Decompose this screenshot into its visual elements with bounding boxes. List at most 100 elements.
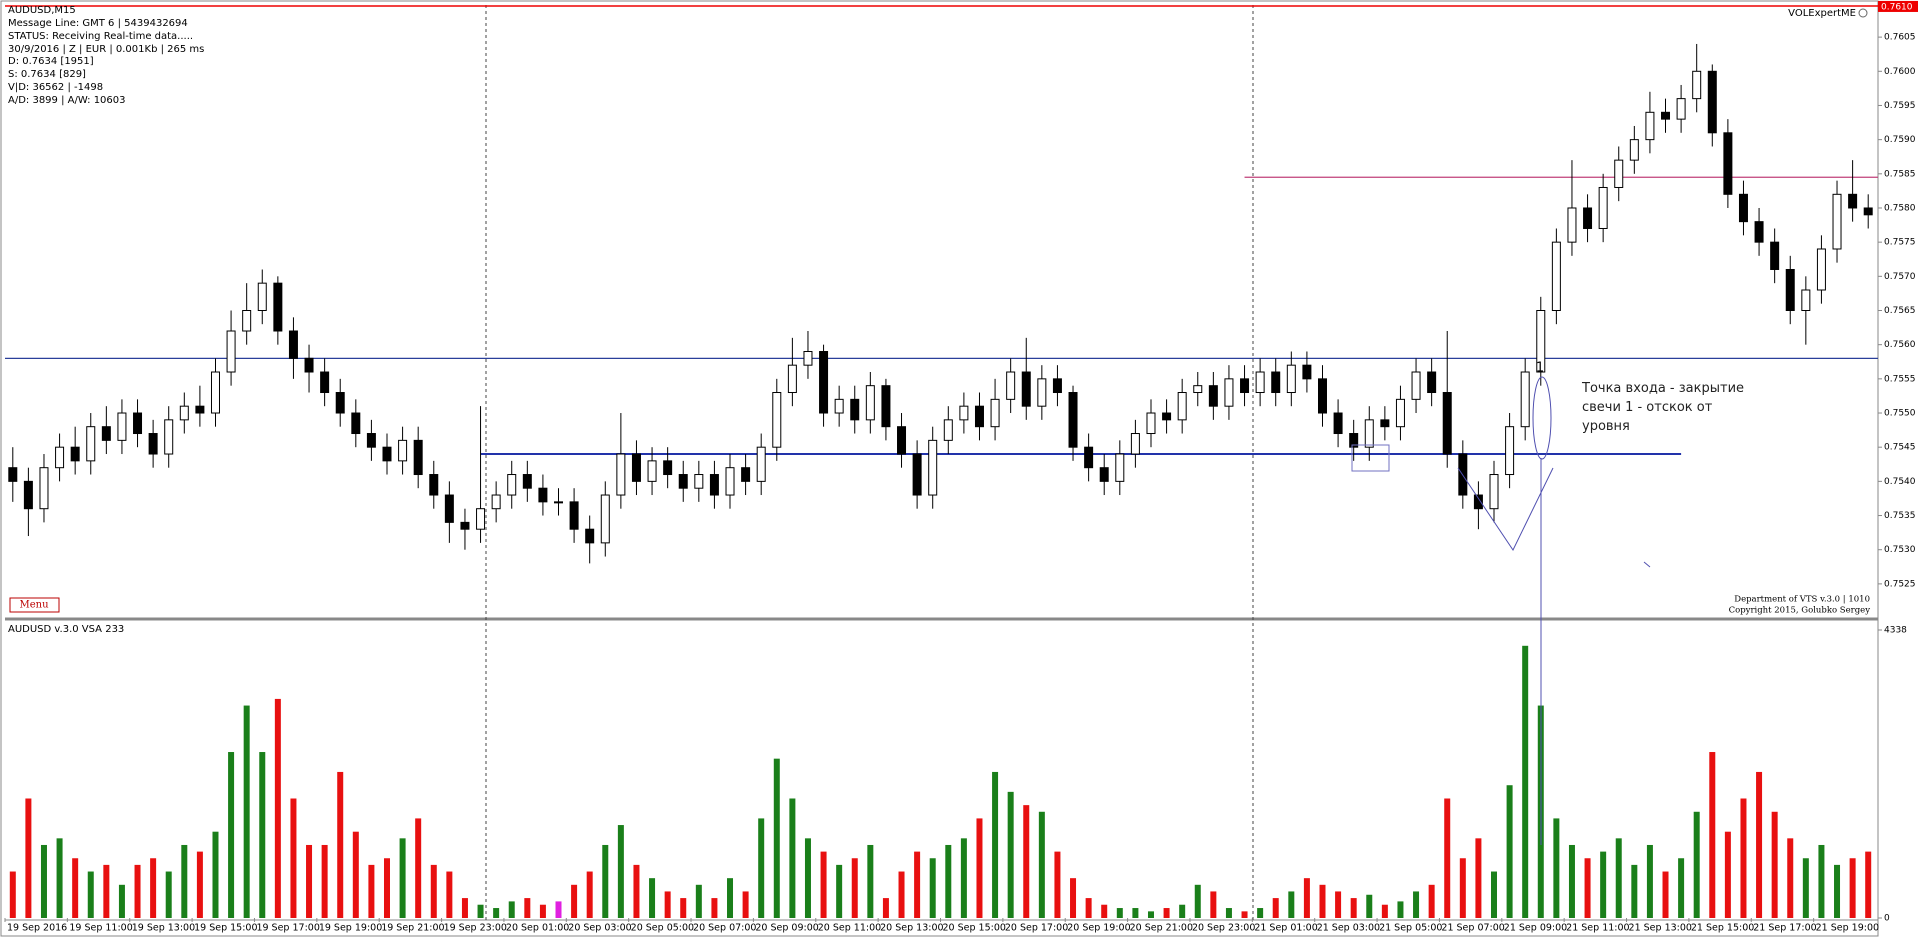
x-tick-label: 21 Sep 05:00 bbox=[1379, 923, 1442, 934]
info-line: Message Line: GMT 6 | 5439432694 bbox=[8, 18, 188, 29]
candle-body bbox=[1099, 467, 1109, 482]
volume-bar bbox=[493, 908, 500, 918]
candle-body bbox=[1380, 419, 1390, 428]
candle-body bbox=[444, 494, 454, 523]
volume-bar bbox=[758, 818, 765, 918]
volume-bar bbox=[150, 858, 157, 918]
x-tick-label: 21 Sep 09:00 bbox=[1504, 923, 1567, 934]
volume-bar bbox=[228, 752, 235, 918]
volume-bar bbox=[1802, 858, 1809, 918]
candle-body bbox=[694, 474, 704, 489]
y-tick-label: 0 bbox=[1884, 914, 1890, 924]
info-panel: Message Line: GMT 6 | 5439432694 STATUS: … bbox=[8, 18, 204, 108]
x-tick-label: 20 Sep 03:00 bbox=[568, 923, 631, 934]
candle-body bbox=[1754, 221, 1764, 243]
candle-body bbox=[865, 385, 875, 421]
menu-label[interactable]: Menu bbox=[19, 600, 49, 611]
candle-body bbox=[1536, 310, 1546, 373]
candle-body bbox=[569, 501, 579, 530]
candle-body bbox=[616, 453, 626, 496]
candle-body bbox=[943, 419, 953, 441]
volume-bar bbox=[9, 871, 16, 918]
volume-bar bbox=[742, 891, 749, 918]
candle-body bbox=[554, 501, 564, 504]
candle-body bbox=[1676, 98, 1686, 120]
candle-body bbox=[70, 446, 80, 462]
volume-bar bbox=[1787, 838, 1794, 918]
volume-title: AUDUSD v.3.0 VSA 233 bbox=[8, 624, 124, 635]
y-tick-label: 0.7585 bbox=[1884, 169, 1916, 179]
volume-bar bbox=[1662, 871, 1669, 918]
candle-body bbox=[1146, 412, 1156, 435]
menu-button[interactable] bbox=[9, 597, 60, 613]
volume-bar bbox=[602, 844, 609, 918]
candle-body bbox=[1614, 159, 1624, 188]
candle-body bbox=[897, 426, 907, 455]
volume-bar bbox=[664, 891, 671, 918]
volume-bar bbox=[836, 864, 843, 918]
candle-body bbox=[990, 398, 1000, 428]
candle-body bbox=[304, 357, 314, 373]
candle-body bbox=[1286, 364, 1296, 394]
footer-line: Copyright 2015, Golubko Sergey bbox=[1729, 606, 1871, 616]
volume-bar bbox=[804, 838, 811, 918]
volume-bar bbox=[1085, 898, 1092, 918]
volume-bar bbox=[1350, 898, 1357, 918]
info-line: 30/9/2016 | Z | EUR | 0.001Kb | 265 ms bbox=[8, 43, 205, 55]
candle-body bbox=[1411, 371, 1421, 400]
volume-bar bbox=[1241, 911, 1248, 918]
volume-bar bbox=[1257, 908, 1264, 918]
y-tick-label: 0.7600 bbox=[1884, 67, 1916, 77]
candle-body bbox=[179, 405, 189, 421]
candle-body bbox=[1395, 398, 1405, 428]
volume-bar bbox=[25, 798, 32, 918]
x-tick-label: 21 Sep 17:00 bbox=[1753, 923, 1816, 934]
candle-body bbox=[725, 467, 735, 496]
candle-body bbox=[226, 330, 236, 373]
y-tick-label: 0.7565 bbox=[1884, 306, 1916, 316]
x-tick-label: 20 Sep 05:00 bbox=[631, 923, 694, 934]
volume-bar bbox=[992, 771, 999, 918]
candle-body bbox=[631, 453, 641, 482]
volume-bar bbox=[1834, 864, 1841, 918]
candle-body bbox=[320, 371, 330, 394]
candle-body bbox=[23, 480, 33, 510]
candle-body bbox=[1349, 433, 1359, 448]
volume-bar bbox=[383, 858, 390, 918]
x-tick-label: 20 Sep 21:00 bbox=[1130, 923, 1193, 934]
volume-bar bbox=[1506, 785, 1513, 918]
x-tick-label: 19 Sep 19:00 bbox=[319, 923, 382, 934]
volume-bar bbox=[430, 864, 437, 918]
candle-body bbox=[803, 351, 813, 366]
candle-label: 1 bbox=[1536, 361, 1544, 376]
volume-bar bbox=[1101, 904, 1108, 918]
volume-bar bbox=[72, 858, 79, 918]
volume-bar bbox=[290, 798, 297, 918]
candle-body bbox=[1567, 207, 1577, 243]
candle-body bbox=[1177, 392, 1187, 421]
info-line: S: 0.7634 [829] bbox=[8, 69, 86, 81]
candle-body bbox=[1707, 70, 1717, 134]
candle-body bbox=[39, 467, 49, 510]
volume-bar bbox=[960, 838, 967, 918]
volume-bar bbox=[1756, 771, 1763, 918]
candle-body bbox=[1224, 378, 1234, 407]
x-tick-label: 19 Sep 21:00 bbox=[381, 923, 444, 934]
candle-body bbox=[1645, 111, 1655, 141]
candle-body bbox=[382, 446, 392, 462]
brand-icon bbox=[1858, 8, 1868, 18]
y-tick-label: 0.7595 bbox=[1884, 101, 1916, 111]
candle-body bbox=[819, 351, 829, 414]
candle-body bbox=[101, 426, 111, 441]
x-tick-label: 19 Sep 23:00 bbox=[444, 923, 507, 934]
x-tick-label: 20 Sep 23:00 bbox=[1192, 923, 1255, 934]
volume-bar bbox=[555, 901, 562, 918]
x-tick-label: 19 Sep 2016 bbox=[7, 923, 67, 934]
volume-bar bbox=[851, 858, 858, 918]
volume-bar bbox=[40, 844, 47, 918]
candle-body bbox=[429, 474, 439, 496]
volume-bar bbox=[1818, 844, 1825, 918]
volume-bar bbox=[571, 884, 578, 918]
volume-bar bbox=[196, 851, 203, 918]
